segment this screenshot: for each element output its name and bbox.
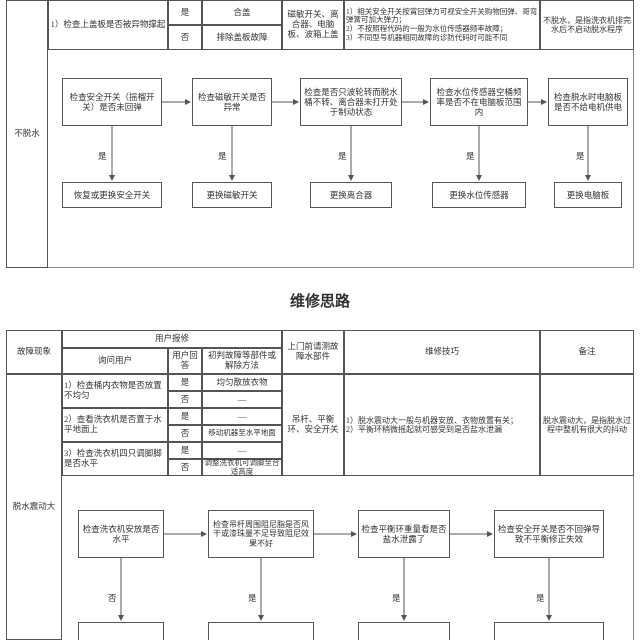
byes-1: 是	[248, 592, 257, 604]
q2na: 移动机器至水平地面	[202, 425, 282, 442]
action-4: 更换电脑板	[554, 182, 622, 208]
r1right2: 不脱水，是指洗衣机排完水后不启动脱水程序	[540, 0, 634, 50]
bchain-1: 检查吊杆周围阻尼脂是否风干或漆珠量不足导致阻尼效果不好	[208, 510, 314, 558]
bact-0	[78, 622, 164, 640]
bchain-0: 检查洗衣机安放是否水平	[78, 510, 164, 558]
r1c1: 1）检查上盖板是否被异物撑起	[48, 0, 168, 50]
q2n: 否	[168, 425, 202, 442]
chain-0: 检查安全开关（摇榴开关）是否未回弹	[62, 78, 162, 126]
action-2: 更换离合器	[310, 182, 392, 208]
q3ya: —	[202, 442, 282, 459]
q1ya: 均匀散放衣物	[202, 374, 282, 391]
q2y: 是	[168, 408, 202, 425]
r1yes: 是	[168, 0, 202, 25]
hdr-ask: 询问用户	[62, 348, 168, 374]
chain-4: 检查脱水时电脑板是否不给电机供电	[548, 78, 628, 126]
q2ya: —	[202, 408, 282, 425]
q1na: —	[202, 391, 282, 408]
r1yesR: 合盖	[202, 0, 282, 25]
bot-row-label: 脱水震动大	[6, 374, 62, 640]
bno-0: 否	[108, 592, 117, 604]
hdr-ans: 用户回答	[168, 348, 202, 374]
chain-1: 检查磁敏开关是否异常	[192, 78, 272, 126]
q3na: 调整洗衣机可调脚至合适高度	[202, 459, 282, 476]
r1no: 否	[168, 25, 202, 50]
action-1: 更换磁敏开关	[192, 182, 272, 208]
q3: 3）检查洗衣机四只调脚脚是否水平	[62, 442, 168, 476]
q1: 1）检查桶内衣物是否放置不均匀	[62, 374, 168, 408]
yes-2: 是	[338, 150, 347, 162]
bact-1	[208, 622, 314, 640]
chain-2: 检查是否只波轮转而脱水桶不转、离合器未打开处于制动状态	[300, 78, 402, 126]
hdr-fault: 故障现象	[6, 330, 62, 374]
q3y: 是	[168, 442, 202, 459]
bchain-3: 检查安全开关是否不回弹导致不平衡修正失效	[494, 510, 604, 558]
bot-row-label-text: 脱水震动大	[13, 502, 56, 512]
action-0: 恢复或更换安全开关	[62, 182, 162, 208]
bact-2	[358, 622, 450, 640]
q1n: 否	[168, 391, 202, 408]
yes-0: 是	[98, 150, 107, 162]
r1c1-text: 1）检查上盖板是否被异物撑起	[51, 20, 166, 30]
action-3: 更换水位传感器	[432, 182, 526, 208]
skill: 1）脱水震动大一般与机器安放、衣物放置有关； 2）平衡环稍微摇起就可感受到是否盐…	[344, 374, 540, 476]
hdr-skill: 维修技巧	[344, 330, 540, 374]
yes-3: 是	[466, 150, 475, 162]
bchain-2: 检查平衡环重量看是否盐水泄露了	[358, 510, 450, 558]
q1y: 是	[168, 374, 202, 391]
yes-4: 是	[576, 150, 585, 162]
q3n: 否	[168, 459, 202, 476]
visit: 吊杆、平衡环、安全开关	[282, 374, 344, 476]
r1right1: 1）相关安全开关按賞回弹力可视安全开关购物回弹、哥弯弹簧可加大弹力； 2）不按照…	[344, 0, 540, 50]
r1noR: 排除盖板故障	[202, 25, 282, 50]
hdr-pre: 初判故障等部件或解除方法	[202, 348, 282, 374]
hdr-note: 备注	[540, 330, 634, 374]
q2: 2）查看洗衣机是否置于水平地面上	[62, 408, 168, 442]
top-row-label: 不脱水	[6, 0, 48, 268]
hdr-visit: 上门前请测故障水部件	[282, 330, 344, 374]
byes-2: 是	[392, 592, 401, 604]
chain-3: 检查水位传感器空桶频率是否不在电脑板范围内	[430, 78, 528, 126]
page-title: 维修思路	[0, 290, 640, 311]
hdr-user: 用户报修	[62, 330, 282, 348]
note: 脱水震动大，是指脱水过程中整机有很大的抖动	[540, 374, 634, 476]
byes-3: 是	[536, 592, 545, 604]
r1mid: 磁敏开关、离合器、电脑板、波箱上盖	[282, 0, 344, 50]
bact-3	[494, 622, 604, 640]
yes-1: 是	[218, 150, 227, 162]
top-row-label-text: 不脱水	[14, 129, 40, 139]
